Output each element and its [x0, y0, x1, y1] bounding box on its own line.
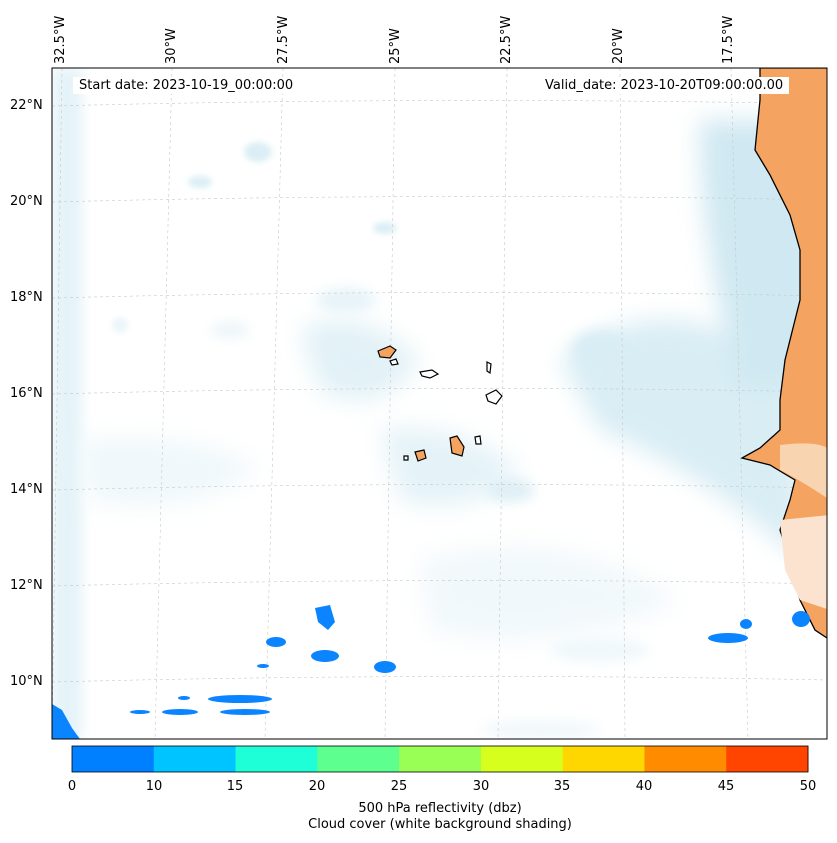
colorbar-label: 500 hPa reflectivity (dbz) [358, 801, 522, 816]
map-area [52, 68, 827, 739]
start-date-label: Start date: 2023-10-19_00:00:00 [73, 77, 300, 94]
lat-label: 22°N [10, 98, 43, 113]
lon-label: 30°W [164, 28, 179, 64]
colorbar-swatch [726, 746, 809, 772]
cloud-cover-shading [52, 68, 820, 739]
lon-label: 22.5°W [499, 15, 514, 64]
colorbar-swatch [562, 746, 645, 772]
colorbar-swatch [72, 746, 155, 772]
colorbar-tick: 50 [799, 779, 817, 794]
colorbar-sublabel: Cloud cover (white background shading) [308, 817, 572, 832]
colorbar [71, 745, 809, 773]
lon-label: 17.5°W [721, 15, 736, 64]
lat-label: 16°N [10, 386, 43, 401]
colorbar-tick: 25 [390, 779, 408, 794]
lat-label: 14°N [10, 482, 43, 497]
lat-label: 10°N [10, 674, 43, 689]
lat-label: 20°N [10, 194, 43, 209]
colorbar-tick: 45 [717, 779, 735, 794]
colorbar-swatch [399, 746, 482, 772]
lon-label: 27.5°W [276, 15, 291, 64]
colorbar-tick: 40 [635, 779, 653, 794]
colorbar-tick: 35 [553, 779, 571, 794]
colorbar-swatch [317, 746, 400, 772]
lon-label: 25°W [388, 28, 403, 64]
colorbar-swatch [235, 746, 318, 772]
colorbar-swatch [153, 746, 237, 772]
lon-label: 20°W [611, 28, 626, 64]
map-frame [51, 67, 828, 740]
valid-date-label: Valid_date: 2023-10-20T09:00:00.00 [539, 77, 790, 94]
colorbar-swatch [480, 746, 564, 772]
lat-label: 12°N [10, 578, 43, 593]
colorbar-tick: 30 [472, 779, 490, 794]
colorbar-swatch [644, 746, 727, 772]
colorbar-tick: 20 [308, 779, 326, 794]
lat-label: 18°N [10, 290, 43, 305]
lon-label: 32.5°W [53, 15, 68, 64]
reflectivity-cells [52, 605, 810, 739]
cape-verde-islands [377, 345, 503, 462]
colorbar-tick: 15 [226, 779, 244, 794]
colorbar-tick: 10 [145, 779, 163, 794]
colorbar-tick: 0 [67, 779, 77, 794]
